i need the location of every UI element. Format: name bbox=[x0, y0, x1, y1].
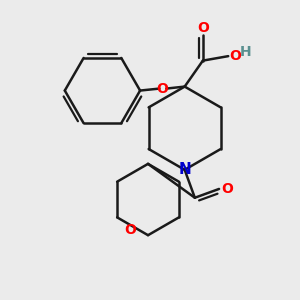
Text: O: O bbox=[156, 82, 168, 96]
Text: O: O bbox=[229, 49, 241, 63]
Text: O: O bbox=[221, 182, 233, 196]
Text: N: N bbox=[178, 162, 191, 177]
Text: O: O bbox=[125, 223, 136, 237]
Text: O: O bbox=[197, 21, 209, 35]
Text: H: H bbox=[240, 45, 252, 59]
